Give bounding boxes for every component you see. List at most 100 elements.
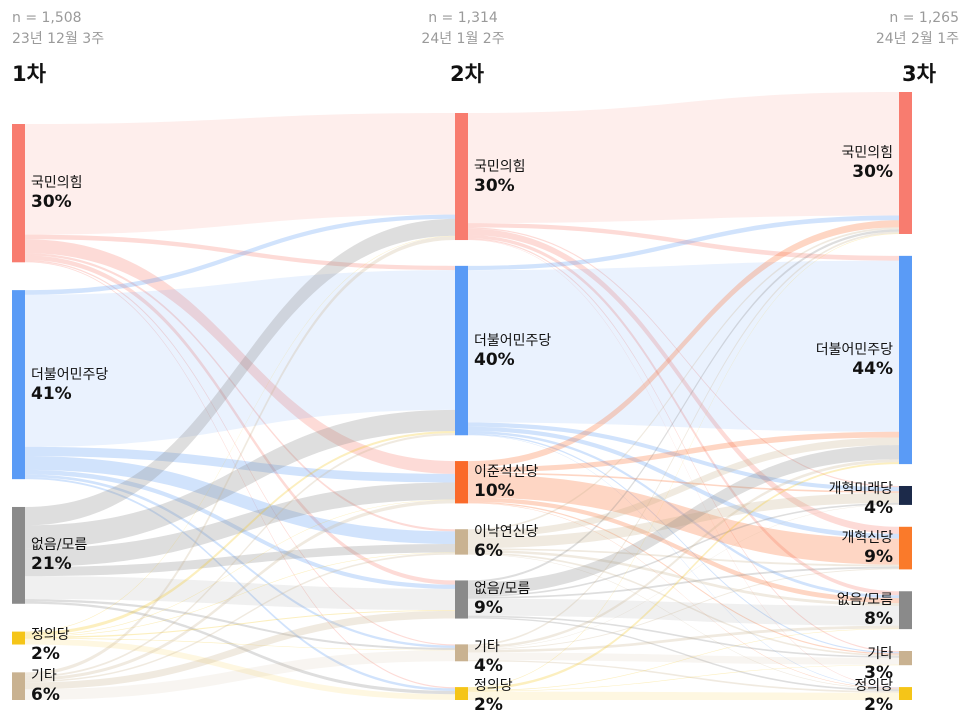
node-name: 기타 — [31, 668, 57, 685]
node-label-w2-5: 기타 4% — [474, 638, 503, 676]
wave2-date: 24년 1월 2주 — [421, 31, 505, 47]
node-name: 더불어민주당 — [474, 332, 552, 349]
node-label-w1-2: 없음/모름 21% — [31, 536, 87, 574]
flow-w1w2-0-2 — [25, 239, 455, 474]
flow-w2w3-3-3 — [468, 548, 899, 567]
node-percent: 44% — [852, 358, 893, 379]
flow-w1w2-4-3 — [25, 552, 455, 683]
node-percent: 9% — [474, 598, 503, 619]
flow-w2w3-6-6 — [468, 691, 899, 700]
flow-w1w2-1-6 — [25, 477, 455, 691]
wave1-meta: n = 1,508 23년 12월 3주 — [12, 8, 104, 50]
flow-w2w3-1-2 — [468, 422, 899, 492]
node-name: 없음/모름 — [474, 581, 531, 598]
node-name: 정의당 — [854, 678, 893, 694]
node-layer — [12, 92, 912, 700]
flow-w2w3-5-1 — [468, 459, 899, 649]
node-name: 개혁신당 — [841, 530, 893, 547]
flow-w2w3-0-0 — [468, 92, 899, 224]
flow-w2w3-6-0 — [468, 233, 899, 688]
node-label-w3-6: 정의당 2% — [854, 677, 893, 715]
flow-w2w3-0-2 — [468, 227, 899, 488]
node-name: 국민의힘 — [31, 175, 83, 192]
node-label-w3-4: 없음/모름 8% — [837, 591, 893, 629]
node-bar-w2-1 — [455, 265, 468, 436]
flow-w2w3-6-4 — [468, 628, 899, 691]
node-bar-w2-2 — [455, 461, 468, 504]
flow-w2w3-3-4 — [468, 549, 899, 607]
node-label-w1-1: 더불어민주당 41% — [31, 366, 108, 404]
flow-w1w2-4-5 — [25, 650, 455, 700]
flow-w2w3-1-4 — [468, 431, 899, 599]
flow-w2w3-1-6 — [468, 434, 899, 689]
flow-w2w3-4-4 — [468, 598, 899, 626]
node-label-w1-0: 국민의힘 30% — [31, 174, 83, 212]
node-name: 기타 — [867, 646, 893, 662]
node-label-w3-2: 개혁미래당 4% — [829, 480, 893, 518]
node-bar-w3-2 — [899, 485, 912, 505]
node-bar-w1-1 — [12, 290, 25, 480]
node-percent: 9% — [864, 547, 893, 568]
node-name: 개혁미래당 — [828, 480, 893, 497]
node-percent: 10% — [474, 481, 515, 502]
flow-w2w3-5-4 — [468, 625, 899, 653]
node-percent: 2% — [31, 643, 60, 664]
flow-w2w3-3-1 — [468, 437, 899, 538]
flow-w1w2-3-5 — [25, 638, 455, 651]
flow-w2w3-4-6 — [468, 617, 899, 692]
flow-w2w3-3-2 — [468, 492, 899, 549]
flow-w2w3-5-0 — [468, 231, 899, 647]
flow-w2w3-1-0 — [468, 215, 899, 271]
flow-w1w2-1-2 — [25, 446, 455, 483]
wave1-n: n = 1,508 — [12, 10, 82, 26]
node-bar-w3-3 — [899, 526, 912, 570]
flow-w1w2-2-5 — [25, 599, 455, 650]
flow-w2w3-1-3 — [468, 426, 899, 539]
flow-w2w3-3-5 — [468, 552, 899, 657]
flow-w2w3-1-5 — [468, 433, 899, 654]
wave2-n: n = 1,314 — [428, 10, 498, 26]
flow-w2w3-3-6 — [468, 554, 899, 690]
flow-w2w3-0-1 — [468, 223, 899, 261]
flow-w2w3-4-1 — [468, 445, 899, 596]
node-bar-w2-6 — [455, 687, 468, 700]
wave3-title: 3차 — [902, 62, 936, 86]
node-label-w1-4: 기타 6% — [31, 667, 60, 705]
flow-w2w3-0-4 — [468, 234, 899, 596]
node-bar-w1-3 — [12, 631, 25, 645]
wave2-meta: n = 1,314 24년 1월 2주 — [383, 8, 543, 50]
node-bar-w2-4 — [455, 580, 468, 619]
wave3-meta: n = 1,265 24년 2월 1주 — [876, 8, 959, 50]
flow-w2w3-0-6 — [468, 239, 899, 688]
node-bar-w1-0 — [12, 124, 25, 263]
flow-w1w2-0-4 — [25, 255, 455, 585]
flow-w1w2-3-0 — [25, 235, 455, 633]
flow-w2w3-4-5 — [468, 615, 899, 658]
wave3-date: 24년 2월 1주 — [875, 31, 959, 47]
flow-w1w2-2-4 — [25, 576, 455, 611]
flow-w1w2-4-4 — [25, 610, 455, 690]
node-percent: 4% — [474, 656, 503, 677]
flow-w2w3-2-3 — [468, 474, 899, 565]
flow-w2w3-4-3 — [468, 566, 899, 599]
flow-w1w2-1-1 — [25, 270, 455, 447]
flow-w2w3-6-1 — [468, 462, 899, 691]
flow-w1w2-1-3 — [25, 456, 455, 545]
flow-w1w2-4-0 — [25, 236, 455, 676]
node-bar-w3-0 — [899, 92, 912, 234]
flow-w1w2-3-2 — [25, 499, 455, 637]
node-percent: 30% — [852, 161, 893, 182]
node-label-w2-2: 이준석신당 10% — [474, 463, 538, 501]
node-label-w1-3: 정의당 2% — [31, 626, 70, 664]
node-bar-w3-1 — [899, 255, 912, 465]
flow-w2w3-2-4 — [468, 497, 899, 604]
wave1-title: 1차 — [12, 62, 46, 86]
node-bar-w3-5 — [899, 651, 912, 666]
node-label-w3-3: 개혁신당 9% — [841, 529, 893, 567]
flow-w1w2-2-1 — [25, 409, 455, 549]
node-bar-w3-4 — [899, 591, 912, 630]
node-percent: 41% — [31, 383, 72, 404]
flow-w1w2-3-6 — [25, 638, 455, 700]
flow-w2w3-4-0 — [468, 229, 899, 583]
